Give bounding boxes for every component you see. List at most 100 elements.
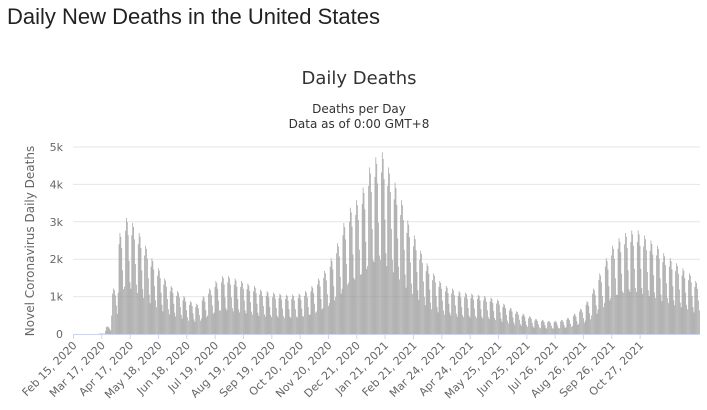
bar[interactable] bbox=[326, 280, 327, 334]
bar[interactable] bbox=[628, 289, 630, 334]
bar[interactable] bbox=[256, 303, 258, 334]
bar[interactable] bbox=[409, 237, 411, 334]
bar[interactable] bbox=[342, 235, 344, 334]
bar[interactable] bbox=[570, 323, 571, 334]
bar[interactable] bbox=[282, 308, 283, 334]
bar[interactable] bbox=[541, 319, 543, 334]
bar[interactable] bbox=[531, 322, 533, 334]
bar[interactable] bbox=[419, 259, 421, 334]
bar[interactable] bbox=[604, 303, 605, 334]
bar[interactable] bbox=[504, 304, 506, 334]
bar[interactable] bbox=[292, 294, 294, 334]
bar[interactable] bbox=[472, 295, 474, 334]
bar[interactable] bbox=[130, 288, 132, 334]
bar[interactable] bbox=[532, 326, 534, 334]
bar[interactable] bbox=[454, 295, 455, 334]
bar[interactable] bbox=[390, 192, 391, 334]
bar[interactable] bbox=[696, 282, 697, 334]
bar[interactable] bbox=[332, 269, 334, 334]
bar[interactable] bbox=[139, 236, 141, 334]
bar[interactable] bbox=[444, 314, 445, 334]
bar[interactable] bbox=[341, 288, 343, 334]
bar[interactable] bbox=[498, 304, 500, 334]
bar[interactable] bbox=[518, 314, 519, 334]
bar[interactable] bbox=[603, 307, 604, 334]
bar[interactable] bbox=[319, 286, 321, 334]
bar[interactable] bbox=[413, 246, 414, 334]
bar[interactable] bbox=[328, 305, 329, 334]
bar[interactable] bbox=[194, 321, 196, 334]
bar[interactable] bbox=[467, 307, 469, 334]
bar[interactable] bbox=[468, 315, 470, 334]
bar[interactable] bbox=[439, 280, 441, 334]
bar[interactable] bbox=[136, 284, 137, 334]
bar[interactable] bbox=[691, 295, 693, 334]
bar[interactable] bbox=[647, 290, 649, 334]
bar[interactable] bbox=[392, 272, 394, 334]
bar[interactable] bbox=[253, 286, 255, 334]
bar[interactable] bbox=[170, 286, 172, 334]
bar[interactable] bbox=[574, 314, 576, 334]
bar[interactable] bbox=[365, 241, 367, 334]
bar[interactable] bbox=[651, 244, 653, 334]
bar[interactable] bbox=[629, 291, 631, 334]
bar[interactable] bbox=[501, 321, 503, 334]
bar[interactable] bbox=[422, 263, 423, 334]
bar[interactable] bbox=[643, 246, 644, 334]
bar[interactable] bbox=[115, 305, 117, 334]
bar[interactable] bbox=[167, 299, 168, 334]
bar[interactable] bbox=[509, 307, 511, 334]
bar[interactable] bbox=[635, 288, 636, 334]
bar[interactable] bbox=[565, 327, 567, 334]
bar[interactable] bbox=[158, 268, 159, 334]
bar[interactable] bbox=[663, 253, 665, 334]
bar[interactable] bbox=[435, 295, 437, 334]
bar[interactable] bbox=[264, 316, 266, 334]
bar[interactable] bbox=[695, 280, 697, 334]
bar[interactable] bbox=[490, 297, 492, 334]
bar[interactable] bbox=[545, 327, 547, 334]
bar[interactable] bbox=[697, 288, 698, 334]
bar[interactable] bbox=[230, 284, 231, 334]
bar[interactable] bbox=[286, 296, 288, 334]
bar[interactable] bbox=[699, 310, 700, 334]
bar[interactable] bbox=[166, 286, 167, 334]
bar[interactable] bbox=[583, 318, 584, 334]
bar[interactable] bbox=[592, 293, 593, 334]
bar[interactable] bbox=[429, 289, 431, 334]
bar[interactable] bbox=[251, 311, 252, 334]
bar[interactable] bbox=[569, 320, 570, 334]
bar[interactable] bbox=[377, 183, 379, 334]
bar[interactable] bbox=[537, 321, 538, 334]
bar[interactable] bbox=[160, 292, 162, 334]
bar[interactable] bbox=[185, 301, 187, 334]
bar[interactable] bbox=[361, 203, 363, 334]
bar[interactable] bbox=[692, 307, 694, 334]
bar[interactable] bbox=[448, 303, 450, 334]
bar[interactable] bbox=[199, 314, 200, 334]
bar[interactable] bbox=[406, 233, 408, 334]
bar[interactable] bbox=[600, 275, 602, 334]
bar[interactable] bbox=[288, 309, 290, 334]
bar[interactable] bbox=[476, 317, 477, 334]
bar[interactable] bbox=[494, 317, 496, 334]
bar[interactable] bbox=[216, 282, 218, 334]
bar[interactable] bbox=[398, 266, 400, 334]
bar[interactable] bbox=[648, 295, 650, 334]
bar[interactable] bbox=[110, 330, 112, 334]
bar[interactable] bbox=[437, 312, 439, 334]
bar[interactable] bbox=[615, 294, 617, 334]
bar[interactable] bbox=[469, 317, 471, 334]
bar[interactable] bbox=[126, 222, 128, 334]
bar[interactable] bbox=[226, 310, 228, 334]
bar[interactable] bbox=[320, 299, 322, 334]
bar[interactable] bbox=[388, 167, 389, 334]
bar[interactable] bbox=[183, 296, 185, 334]
bar[interactable] bbox=[284, 317, 285, 334]
bar[interactable] bbox=[455, 305, 456, 334]
bar[interactable] bbox=[221, 275, 223, 334]
bar[interactable] bbox=[325, 273, 326, 334]
bar[interactable] bbox=[287, 300, 289, 334]
bar[interactable] bbox=[146, 248, 147, 334]
bar[interactable] bbox=[411, 283, 412, 334]
